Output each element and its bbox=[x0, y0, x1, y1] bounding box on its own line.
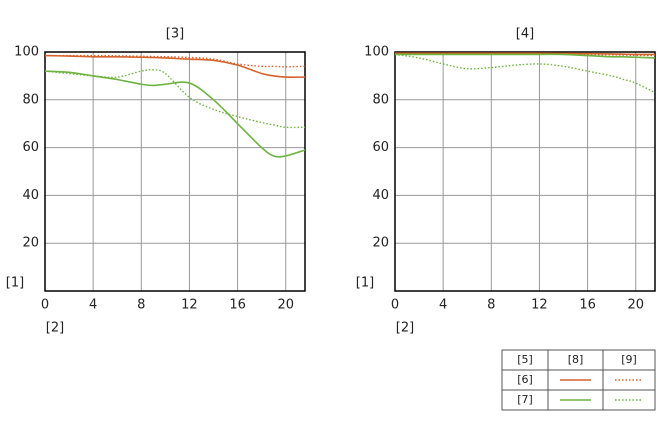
legend-row: [7] bbox=[517, 393, 533, 406]
y-tick-label: 20 bbox=[372, 236, 389, 251]
series-line bbox=[395, 52, 656, 57]
legend-column: [9] bbox=[621, 353, 637, 366]
series-line bbox=[395, 53, 656, 59]
legend-row: [6] bbox=[517, 373, 533, 386]
x-tick-label: 12 bbox=[531, 298, 548, 313]
y-tick-label: 60 bbox=[372, 140, 389, 155]
x-tick-label: 12 bbox=[181, 298, 198, 313]
x-tick-label: 20 bbox=[277, 298, 294, 313]
y-tick-label: 80 bbox=[22, 92, 39, 107]
y-tick-label: 60 bbox=[22, 140, 39, 155]
x-tick-label: 4 bbox=[89, 298, 97, 313]
legend-column: [8] bbox=[568, 353, 584, 366]
y-tick-label: 80 bbox=[372, 92, 389, 107]
plot-frame bbox=[394, 51, 656, 292]
x-axis-label: [2] bbox=[396, 321, 414, 336]
x-axis-label: [2] bbox=[46, 321, 64, 336]
y-tick-label: 100 bbox=[14, 45, 39, 60]
x-tick-label: 8 bbox=[487, 298, 495, 313]
x-tick-label: 20 bbox=[627, 298, 644, 313]
series-line bbox=[394, 53, 656, 94]
y-tick-label: 40 bbox=[22, 188, 39, 203]
plot-frame bbox=[44, 51, 306, 292]
y-tick-label: 40 bbox=[372, 188, 389, 203]
x-tick-label: 0 bbox=[41, 298, 49, 313]
y-axis-label: [1] bbox=[356, 276, 374, 291]
x-tick-label: 8 bbox=[137, 298, 145, 313]
series-line bbox=[44, 54, 306, 78]
x-tick-label: 16 bbox=[579, 298, 596, 313]
series-line bbox=[44, 69, 306, 129]
x-tick-label: 4 bbox=[439, 298, 447, 313]
x-tick-label: 0 bbox=[391, 298, 399, 313]
series-line bbox=[45, 54, 306, 68]
chart-title: [3] bbox=[166, 27, 184, 42]
legend-frame bbox=[501, 349, 656, 411]
chart-title: [4] bbox=[516, 27, 534, 42]
y-tick-label: 100 bbox=[364, 45, 389, 60]
y-axis-label: [1] bbox=[6, 276, 24, 291]
x-tick-label: 16 bbox=[229, 298, 246, 313]
y-tick-label: 20 bbox=[22, 236, 39, 251]
legend-corner: [5] bbox=[517, 353, 533, 366]
